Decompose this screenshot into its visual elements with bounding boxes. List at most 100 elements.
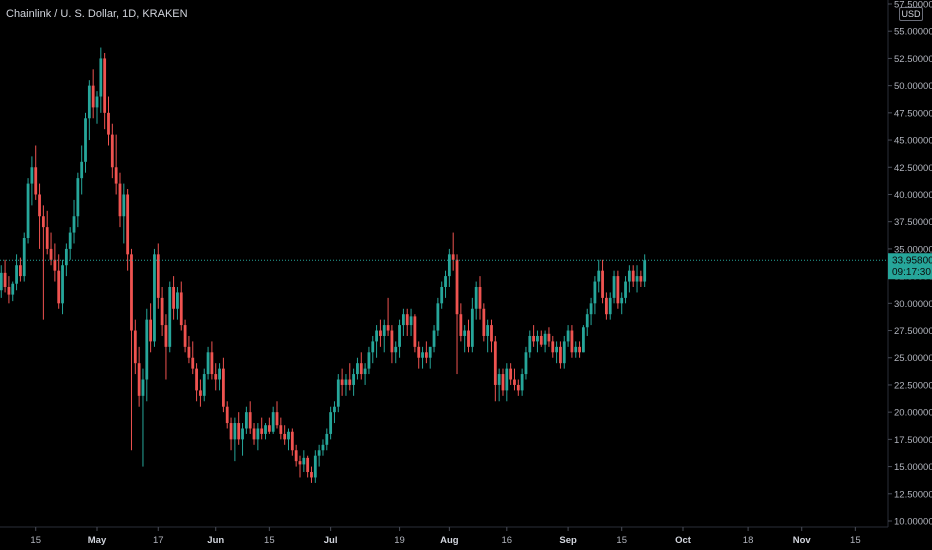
candle-body	[532, 335, 536, 342]
candle-body	[382, 325, 386, 336]
candle-body	[110, 134, 114, 168]
candle-body	[41, 216, 45, 228]
candle-body	[336, 379, 340, 407]
candle-body	[287, 431, 290, 440]
candle-body	[513, 379, 516, 385]
candle-body	[53, 259, 57, 271]
candle-body	[551, 341, 555, 353]
candle-body	[398, 325, 401, 347]
candle-body	[80, 161, 84, 179]
candle-body	[440, 286, 444, 304]
candle-body	[137, 363, 141, 396]
candle-body	[179, 292, 183, 326]
time-tick-label: 19	[394, 535, 405, 546]
price-tick-label: 45.00000	[894, 136, 932, 147]
price-tick-label: 55.00000	[894, 27, 932, 38]
candle-body	[275, 412, 279, 426]
candle-body	[160, 297, 164, 326]
candle-body	[256, 428, 260, 440]
candle-body	[329, 412, 333, 434]
candle-body	[627, 270, 631, 282]
price-tick-label: 10.00000	[894, 517, 932, 528]
time-tick-label: 15	[616, 535, 627, 546]
candle-body	[38, 194, 41, 217]
candle-body	[84, 118, 87, 162]
candle-body	[379, 330, 382, 336]
candle-body	[405, 314, 409, 326]
price-tick-label: 52.50000	[894, 54, 932, 65]
candle-body	[597, 270, 601, 282]
candle-body	[313, 455, 317, 478]
candle-body	[176, 292, 179, 309]
candle-body	[566, 330, 570, 342]
candle-body	[103, 58, 107, 113]
candle-body	[172, 286, 175, 309]
candle-body	[210, 352, 214, 375]
candle-body	[107, 112, 110, 135]
candle-body	[482, 308, 486, 336]
last-price-value: 33.95800	[892, 256, 932, 267]
candle-body	[168, 286, 172, 347]
candle-body	[463, 330, 467, 336]
candle-body	[578, 346, 581, 353]
currency-label[interactable]: USD	[899, 7, 923, 21]
price-tick-label: 17.50000	[894, 435, 932, 446]
candle-body	[64, 248, 68, 266]
candle-body	[520, 374, 524, 391]
time-tick-label: May	[88, 535, 107, 546]
candle-body	[359, 363, 363, 375]
candle-body	[248, 412, 252, 429]
candle-body	[187, 346, 191, 358]
candle-body	[344, 379, 348, 385]
candle-body	[490, 325, 493, 342]
candle-body	[183, 325, 187, 347]
candle-body	[635, 276, 639, 282]
time-tick-label: 15	[850, 535, 861, 546]
price-tick-label: 40.00000	[894, 190, 932, 201]
candle-body	[478, 286, 482, 309]
candle-body	[22, 238, 26, 277]
candle-body	[375, 330, 378, 342]
candle-body	[436, 303, 440, 331]
candle-body	[524, 352, 528, 375]
candle-body	[298, 461, 302, 465]
candle-body	[221, 368, 225, 407]
price-tick-label: 25.00000	[894, 353, 932, 364]
candle-body	[386, 325, 390, 331]
candle-body	[271, 412, 275, 432]
candle-body	[582, 327, 585, 353]
candle-body	[241, 428, 244, 440]
candle-body	[19, 265, 22, 277]
candle-body	[601, 270, 604, 298]
candle-body	[114, 167, 118, 184]
candle-body	[141, 379, 145, 396]
candle-body	[574, 346, 578, 353]
price-tick-label: 57.50000	[894, 0, 932, 11]
time-tick-label: Sep	[559, 535, 577, 546]
candle-body	[589, 303, 593, 315]
time-tick-label: Aug	[440, 535, 459, 546]
candle-body	[509, 368, 513, 380]
candle-body	[145, 319, 149, 380]
candle-body	[15, 265, 18, 284]
candle-body	[505, 368, 509, 391]
candle-body	[528, 335, 532, 353]
candle-body	[95, 96, 99, 108]
candle-body	[585, 314, 589, 328]
candle-body	[164, 325, 168, 347]
candle-body	[130, 254, 133, 331]
candle-body	[61, 265, 64, 304]
candle-body	[72, 216, 76, 233]
candle-body	[214, 374, 218, 380]
candle-body	[604, 297, 608, 315]
candle-body	[34, 167, 38, 195]
candle-body	[149, 319, 153, 342]
time-axis[interactable]: 15 May 17 Jun 15 Jul 19 Aug 16 Sep 15 Oct 18 Nov 15	[30, 527, 861, 546]
time-tick-label: 15	[30, 535, 41, 546]
candle-body	[493, 341, 497, 385]
candle-body	[260, 428, 264, 434]
candle-body	[0, 272, 3, 291]
last-price-tag-bg	[888, 253, 932, 280]
last-price-tag: 33.95800 09:17:30	[888, 253, 932, 280]
